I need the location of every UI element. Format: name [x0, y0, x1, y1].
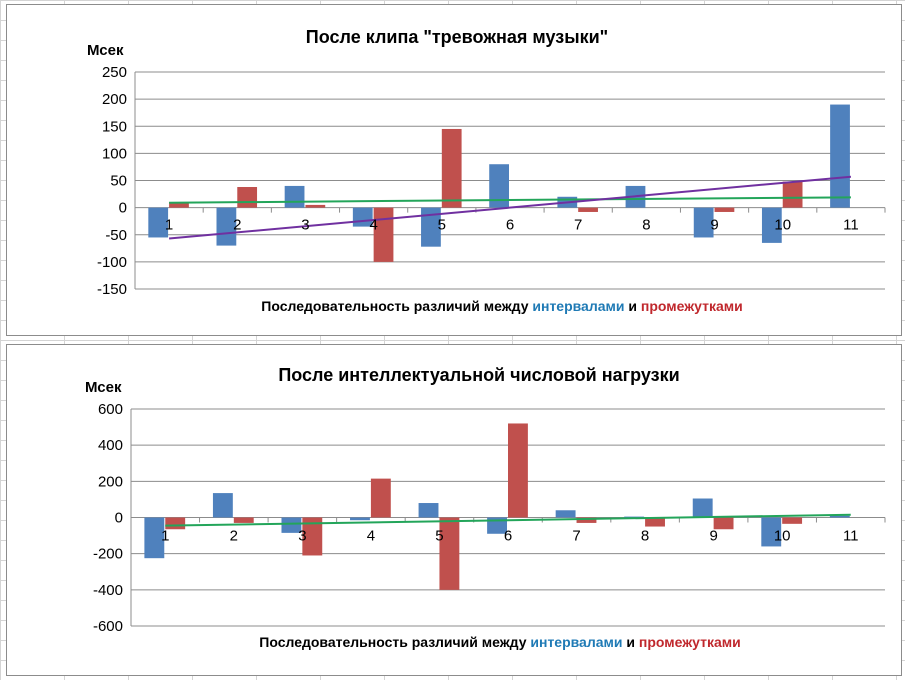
numeric-x-tick-label: 2 — [230, 528, 238, 545]
numeric-gap-bar — [713, 517, 734, 530]
numeric-interval-bar — [144, 517, 165, 559]
numeric-y-tick-label: 400 — [98, 437, 123, 454]
numeric-chart-title: После интеллектуальной числовой нагрузки — [278, 365, 679, 385]
numeric-x-label-word-gaps: промежутками — [639, 634, 741, 650]
music-x-label-word-gaps: промежутками — [641, 298, 743, 314]
numeric-x-label-prefix: Последовательность различий между — [259, 634, 530, 650]
numeric-trendline-green — [165, 513, 851, 527]
music-y-tick-label: 50 — [110, 173, 127, 190]
numeric-gap-bar — [165, 517, 186, 530]
numeric-gap-bar — [439, 517, 460, 590]
numeric-gap-bar — [645, 517, 665, 527]
music-x-tick-label: 7 — [574, 217, 582, 234]
music-trendline-green — [169, 196, 851, 204]
numeric-x-axis-label: Последовательность различий между интерв… — [259, 634, 740, 650]
music-gap-bar — [373, 207, 394, 262]
numeric-gap-bar — [233, 517, 254, 523]
numeric-x-tick-label: 6 — [504, 528, 512, 545]
music-interval-bar — [284, 185, 305, 208]
numeric-y-tick-label: 600 — [98, 401, 123, 418]
music-x-tick-label: 10 — [774, 217, 791, 234]
numeric-x-tick-label: 1 — [161, 528, 169, 545]
numeric-interval-bar — [692, 498, 713, 518]
music-x-tick-label: 9 — [710, 217, 718, 234]
music-x-tick-label: 5 — [438, 217, 446, 234]
music-gap-bar — [578, 207, 598, 212]
music-gap-bar — [714, 207, 735, 212]
music-x-tick-label: 4 — [369, 217, 377, 234]
music-gap-bar — [305, 204, 326, 208]
numeric-x-label-word-intervals: интервалами — [530, 634, 622, 650]
music-y-tick-label: -150 — [97, 281, 127, 298]
music-interval-bar — [761, 207, 782, 243]
numeric-x-tick-label: 9 — [709, 528, 717, 545]
music-gap-bar — [441, 128, 462, 208]
numeric-y-unit-label: Мсек — [85, 379, 122, 396]
music-x-label-conjunction: и — [624, 298, 640, 314]
numeric-x-tick-label: 11 — [843, 528, 859, 545]
numeric-y-tick-label: 0 — [115, 510, 123, 527]
music-trendline-purple — [169, 175, 851, 240]
music-y-tick-label: 150 — [102, 118, 127, 135]
music-y-unit-label: Мсек — [87, 42, 124, 59]
chart-numeric-load-svg: После интеллектуальной числовой нагрузки… — [85, 365, 886, 650]
music-interval-bar — [216, 207, 237, 246]
music-y-tick-label: 100 — [102, 145, 127, 162]
music-y-tick-label: -50 — [105, 227, 127, 244]
music-interval-bar — [830, 104, 850, 208]
music-x-tick-label: 2 — [233, 217, 241, 234]
music-chart-title: После клипа "тревожная музыки" — [306, 27, 608, 47]
numeric-x-tick-label: 3 — [298, 528, 306, 545]
numeric-interval-bar — [829, 515, 850, 518]
chart-music-svg: После клипа "тревожная музыки"Мсек250200… — [87, 27, 886, 314]
numeric-x-tick-label: 4 — [367, 528, 375, 545]
numeric-gap-bar — [302, 517, 323, 556]
numeric-interval-bar — [350, 517, 370, 521]
music-gap-bar — [237, 187, 258, 208]
numeric-gap-bar — [508, 423, 528, 518]
music-interval-bar — [421, 207, 441, 247]
music-x-tick-label: 11 — [843, 217, 859, 234]
numeric-x-tick-label: 7 — [572, 528, 580, 545]
numeric-interval-bar — [555, 510, 576, 518]
numeric-y-tick-label: -200 — [93, 546, 123, 563]
music-y-tick-label: 200 — [102, 91, 127, 108]
numeric-gap-bar — [576, 517, 597, 523]
music-interval-bar — [693, 207, 714, 238]
music-y-tick-label: 250 — [102, 64, 127, 81]
numeric-interval-bar — [761, 517, 782, 547]
music-x-tick-label: 3 — [301, 217, 309, 234]
music-interval-bar — [148, 207, 169, 238]
music-gap-bar — [782, 181, 803, 208]
music-x-axis-label: Последовательность различий между интерв… — [261, 298, 742, 314]
music-interval-bar — [489, 164, 509, 208]
music-x-tick-label: 8 — [642, 217, 650, 234]
numeric-interval-bar — [281, 517, 302, 533]
music-x-label-prefix: Последовательность различий между — [261, 298, 532, 314]
numeric-interval-bar — [624, 516, 645, 518]
numeric-interval-bar — [212, 493, 233, 518]
music-gap-bar — [169, 202, 189, 208]
music-y-tick-label: 0 — [119, 200, 127, 217]
numeric-gap-bar — [782, 517, 803, 524]
numeric-x-tick-label: 10 — [774, 528, 791, 545]
numeric-y-tick-label: -600 — [93, 618, 123, 635]
music-x-tick-label: 6 — [506, 217, 514, 234]
numeric-interval-bar — [418, 503, 439, 518]
numeric-x-label-conjunction: и — [622, 634, 638, 650]
music-x-tick-label: 1 — [165, 217, 173, 234]
numeric-x-tick-label: 5 — [435, 528, 443, 545]
chart-music[interactable]: После клипа "тревожная музыки" Мсек 250 200… — [6, 4, 902, 336]
numeric-gap-bar — [370, 478, 391, 518]
numeric-x-tick-label: 8 — [641, 528, 649, 545]
numeric-interval-bar — [487, 517, 507, 534]
numeric-y-tick-label: -400 — [93, 582, 123, 599]
music-x-label-word-intervals: интервалами — [532, 298, 624, 314]
numeric-y-tick-label: 200 — [98, 473, 123, 490]
chart-numeric-load[interactable]: После интеллектуальной числовой нагрузки… — [6, 344, 902, 676]
music-y-tick-label: -100 — [97, 254, 127, 271]
